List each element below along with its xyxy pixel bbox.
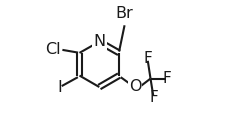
Text: I: I — [57, 80, 61, 95]
Text: F: F — [142, 51, 151, 66]
Text: F: F — [162, 71, 171, 86]
Text: F: F — [148, 91, 157, 105]
Text: N: N — [93, 34, 105, 49]
Text: O: O — [128, 79, 141, 94]
Text: Br: Br — [115, 6, 133, 21]
Text: Cl: Cl — [44, 42, 60, 57]
